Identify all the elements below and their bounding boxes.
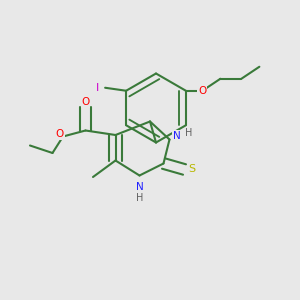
Text: H: H bbox=[185, 128, 193, 138]
Text: I: I bbox=[96, 83, 99, 93]
Text: N: N bbox=[173, 131, 181, 141]
Text: O: O bbox=[81, 97, 90, 107]
Text: H: H bbox=[136, 193, 143, 203]
Text: S: S bbox=[188, 164, 196, 175]
Text: O: O bbox=[56, 129, 64, 139]
Text: O: O bbox=[198, 86, 206, 96]
Text: N: N bbox=[136, 182, 143, 193]
